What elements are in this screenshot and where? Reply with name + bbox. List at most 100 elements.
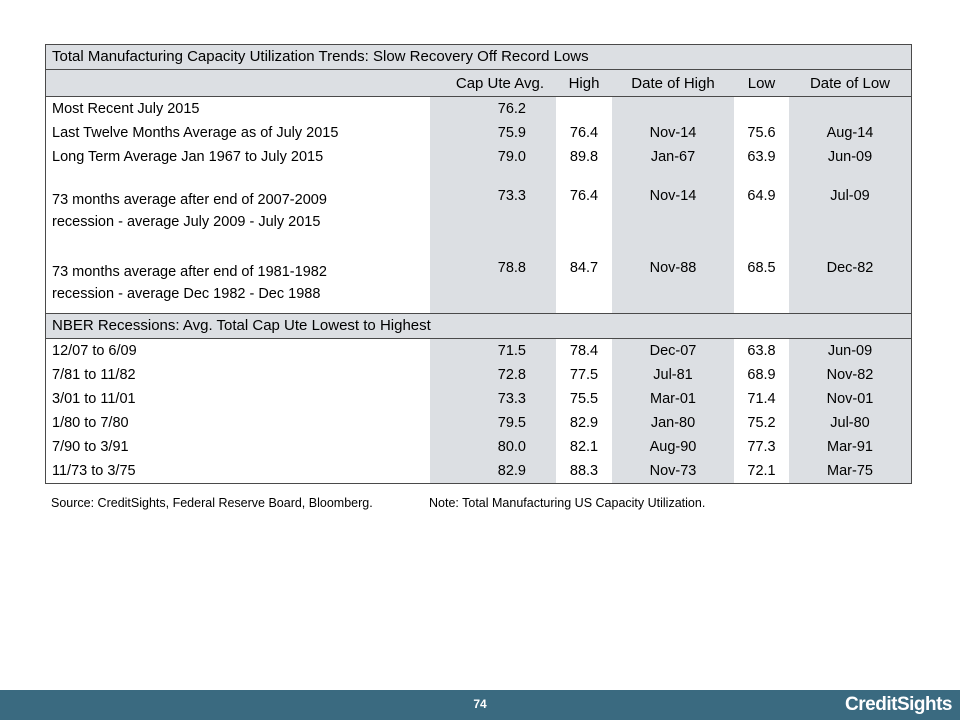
- low-cell: 64.9: [747, 188, 776, 204]
- summary-table: Cap Ute Avg. High Date of High Low Date …: [46, 70, 911, 313]
- date-of-low-cell: Nov-82: [789, 363, 911, 387]
- date-of-high-cell: Nov-14: [612, 183, 734, 241]
- row-label: 73 months average after end of 2007-2009…: [46, 183, 430, 241]
- recession-period: 7/81 to 11/82: [52, 367, 136, 383]
- cap-ute-avg-cell: 78.8: [430, 255, 556, 313]
- spacer-cell: [612, 169, 734, 183]
- date-of-low-cell: Mar-91: [789, 435, 911, 459]
- spacer-row: [46, 241, 911, 255]
- high-cell: 76.4: [569, 125, 599, 141]
- high-cell: 78.4: [569, 343, 599, 359]
- row-label: Long Term Average Jan 1967 to July 2015: [46, 145, 430, 169]
- date-of-high-cell: Jul-81: [612, 363, 734, 387]
- row-label-line: recession - average Dec 1982 - Dec 1988: [52, 286, 321, 302]
- footer-notes: Source: CreditSights, Federal Reserve Bo…: [51, 496, 911, 510]
- header-cap-ute-avg: Cap Ute Avg.: [430, 70, 556, 97]
- spacer-row: [46, 169, 911, 183]
- date-of-low-cell: Jul-09: [789, 183, 911, 241]
- date-of-low-cell: Jun-09: [789, 145, 911, 169]
- table-row: Last Twelve Months Average as of July 20…: [46, 121, 911, 145]
- spacer-cell: [612, 241, 734, 255]
- low-cell: 75.2: [747, 415, 776, 431]
- cap-ute-avg-cell: 79.0: [430, 145, 556, 169]
- low-cell: 72.1: [747, 463, 776, 479]
- cap-ute-avg-cell: 80.0: [430, 435, 556, 459]
- creditsights-logo: CreditSights: [845, 694, 952, 715]
- low-cell: 77.3: [747, 439, 776, 455]
- low-cell: 63.9: [747, 149, 776, 165]
- spacer-cell: [789, 169, 911, 183]
- spacer-cell: [556, 169, 612, 183]
- table-row: 3/01 to 11/01 73.3 75.5 Mar-01 71.4 Nov-01: [46, 387, 911, 411]
- footer-bar: 74 CreditSights: [0, 690, 960, 720]
- cap-ute-avg-cell: 73.3: [430, 183, 556, 241]
- source-note: Source: CreditSights, Federal Reserve Bo…: [51, 496, 373, 510]
- date-of-high-cell: [612, 96, 734, 121]
- spacer-cell: [734, 241, 789, 255]
- date-of-high-cell: Nov-88: [612, 255, 734, 313]
- recession-period: 1/80 to 7/80: [52, 415, 129, 431]
- table-row: 73 months average after end of 2007-2009…: [46, 183, 911, 241]
- low-cell: 71.4: [747, 391, 776, 407]
- table-row: 7/90 to 3/91 80.0 82.1 Aug-90 77.3 Mar-91: [46, 435, 911, 459]
- capacity-utilization-table: Total Manufacturing Capacity Utilization…: [45, 44, 912, 484]
- date-of-high-cell: Dec-07: [612, 339, 734, 363]
- header-date-of-high: Date of High: [612, 70, 734, 97]
- low-cell: 63.8: [747, 343, 776, 359]
- date-of-high-cell: Nov-14: [612, 121, 734, 145]
- cap-ute-avg-cell: 76.2: [430, 96, 556, 121]
- row-label-line: Most Recent July 2015: [52, 101, 200, 117]
- high-cell: 82.9: [569, 415, 599, 431]
- row-label-line: Last Twelve Months Average as of July 20…: [52, 125, 339, 141]
- recession-period: 3/01 to 11/01: [52, 391, 136, 407]
- table-row: 7/81 to 11/82 72.8 77.5 Jul-81 68.9 Nov-82: [46, 363, 911, 387]
- table-row: 1/80 to 7/80 79.5 82.9 Jan-80 75.2 Jul-80: [46, 411, 911, 435]
- spacer-cell: [556, 241, 612, 255]
- date-of-low-cell: Aug-14: [789, 121, 911, 145]
- recession-period: 12/07 to 6/09: [52, 343, 137, 359]
- row-label-line: recession - average July 2009 - July 201…: [52, 214, 321, 230]
- spacer-cell: [46, 169, 430, 183]
- high-cell: 84.7: [569, 260, 599, 276]
- row-label-line: 73 months average after end of 1981-1982: [52, 264, 327, 280]
- methodology-note: Note: Total Manufacturing US Capacity Ut…: [429, 496, 706, 510]
- nber-section-title: NBER Recessions: Avg. Total Cap Ute Lowe…: [46, 313, 911, 339]
- cap-ute-avg-cell: 79.5: [430, 411, 556, 435]
- low-cell: 68.9: [747, 367, 776, 383]
- date-of-high-cell: Mar-01: [612, 387, 734, 411]
- header-label-blank: [46, 70, 430, 97]
- cap-ute-avg-cell: 72.8: [430, 363, 556, 387]
- table-row: 11/73 to 3/75 82.9 88.3 Nov-73 72.1 Mar-75: [46, 459, 911, 483]
- header-high: High: [556, 70, 612, 97]
- date-of-high-cell: Aug-90: [612, 435, 734, 459]
- high-cell: 89.8: [569, 149, 599, 165]
- table-row: 12/07 to 6/09 71.5 78.4 Dec-07 63.8 Jun-09: [46, 339, 911, 363]
- high-cell: 75.5: [569, 391, 599, 407]
- recession-period: 7/90 to 3/91: [52, 439, 129, 455]
- row-label: 73 months average after end of 1981-1982…: [46, 255, 430, 313]
- high-cell: [556, 97, 612, 122]
- cap-ute-avg-cell: 73.3: [430, 387, 556, 411]
- row-label-line: Long Term Average Jan 1967 to July 2015: [52, 149, 324, 165]
- spacer-cell: [46, 241, 430, 255]
- high-cell: 77.5: [569, 367, 599, 383]
- row-label: Last Twelve Months Average as of July 20…: [46, 121, 430, 145]
- table-row: 73 months average after end of 1981-1982…: [46, 255, 911, 313]
- table-row: Long Term Average Jan 1967 to July 2015 7…: [46, 145, 911, 169]
- spacer-cell: [734, 169, 789, 183]
- row-label-line: 73 months average after end of 2007-2009: [52, 192, 327, 208]
- header-date-of-low: Date of Low: [789, 70, 911, 97]
- date-of-low-cell: Mar-75: [789, 459, 911, 483]
- date-of-low-cell: Nov-01: [789, 387, 911, 411]
- spacer-cell: [789, 241, 911, 255]
- date-of-low-cell: Jun-09: [789, 339, 911, 363]
- low-cell: 75.6: [747, 125, 776, 141]
- date-of-low-cell: Jul-80: [789, 411, 911, 435]
- page-number: 74: [473, 697, 487, 711]
- date-of-low-cell: Dec-82: [789, 255, 911, 313]
- high-cell: 82.1: [569, 439, 599, 455]
- row-label: Most Recent July 2015: [46, 97, 430, 122]
- spacer-cell: [430, 241, 556, 255]
- high-cell: 76.4: [569, 188, 599, 204]
- cap-ute-avg-cell: 82.9: [430, 459, 556, 483]
